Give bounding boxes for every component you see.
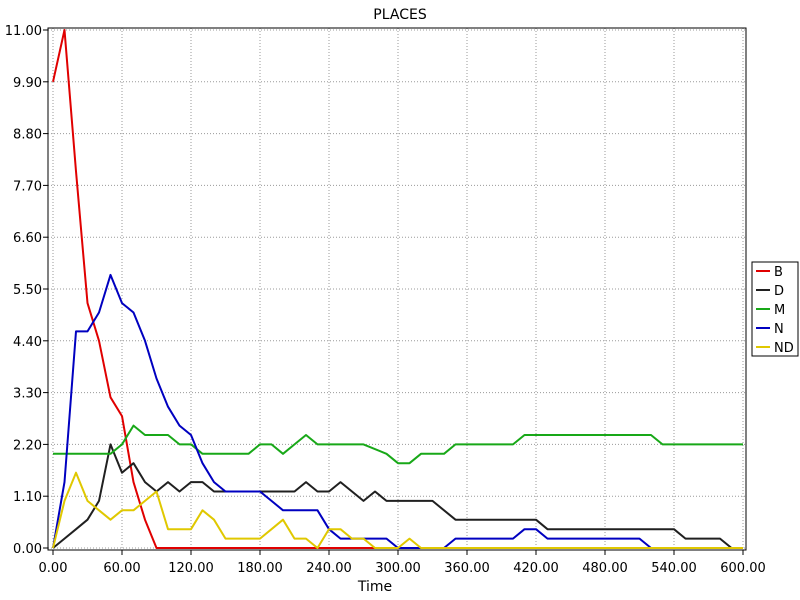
grid-lines [48, 28, 746, 550]
legend-label-d: D [774, 284, 784, 299]
series-line-d [52, 443, 743, 549]
series-line-b [52, 29, 375, 549]
legend-label-b: B [774, 265, 783, 280]
legend-label-m: M [774, 303, 785, 318]
y-tick-label: 0.00 [13, 542, 42, 557]
legend-label-n: N [774, 322, 784, 337]
axis-ticks: 0.00 60.00 120.00 180.00 240.00 300.00 360.00 4… [5, 24, 766, 576]
y-tick-label: 8.80 [13, 128, 42, 143]
x-tick-label: 0.00 [39, 561, 68, 576]
x-tick-label: 300.00 [375, 561, 421, 576]
y-tick-label: 2.20 [13, 438, 42, 453]
x-tick-label: 420.00 [513, 561, 559, 576]
y-tick-label: 1.10 [13, 490, 42, 505]
x-tick-label: 180.00 [237, 561, 283, 576]
y-tick-label: 11.00 [5, 24, 42, 39]
x-tick-label: 600.00 [720, 561, 766, 576]
series-lines [52, 29, 743, 549]
y-tick-label: 7.70 [13, 179, 42, 194]
series-line-m [53, 424, 743, 465]
y-tick-label: 3.30 [13, 387, 42, 402]
x-tick-label: 480.00 [582, 561, 628, 576]
x-tick-label: 120.00 [168, 561, 214, 576]
x-tick-label: 240.00 [306, 561, 352, 576]
x-tick-label: 540.00 [651, 561, 697, 576]
x-tick-label: 60.00 [103, 561, 140, 576]
series-line-n [52, 273, 743, 549]
legend-label-nd: ND [774, 341, 794, 356]
y-tick-label: 5.50 [13, 283, 42, 298]
x-tick-label: 360.00 [444, 561, 490, 576]
y-tick-label: 6.60 [13, 231, 42, 246]
y-tick-label: 4.40 [13, 335, 42, 350]
y-tick-label: 9.90 [13, 76, 42, 91]
series-line-nd [52, 471, 743, 549]
x-axis-label: Time [357, 579, 392, 595]
chart-title: PLACES [373, 7, 427, 23]
